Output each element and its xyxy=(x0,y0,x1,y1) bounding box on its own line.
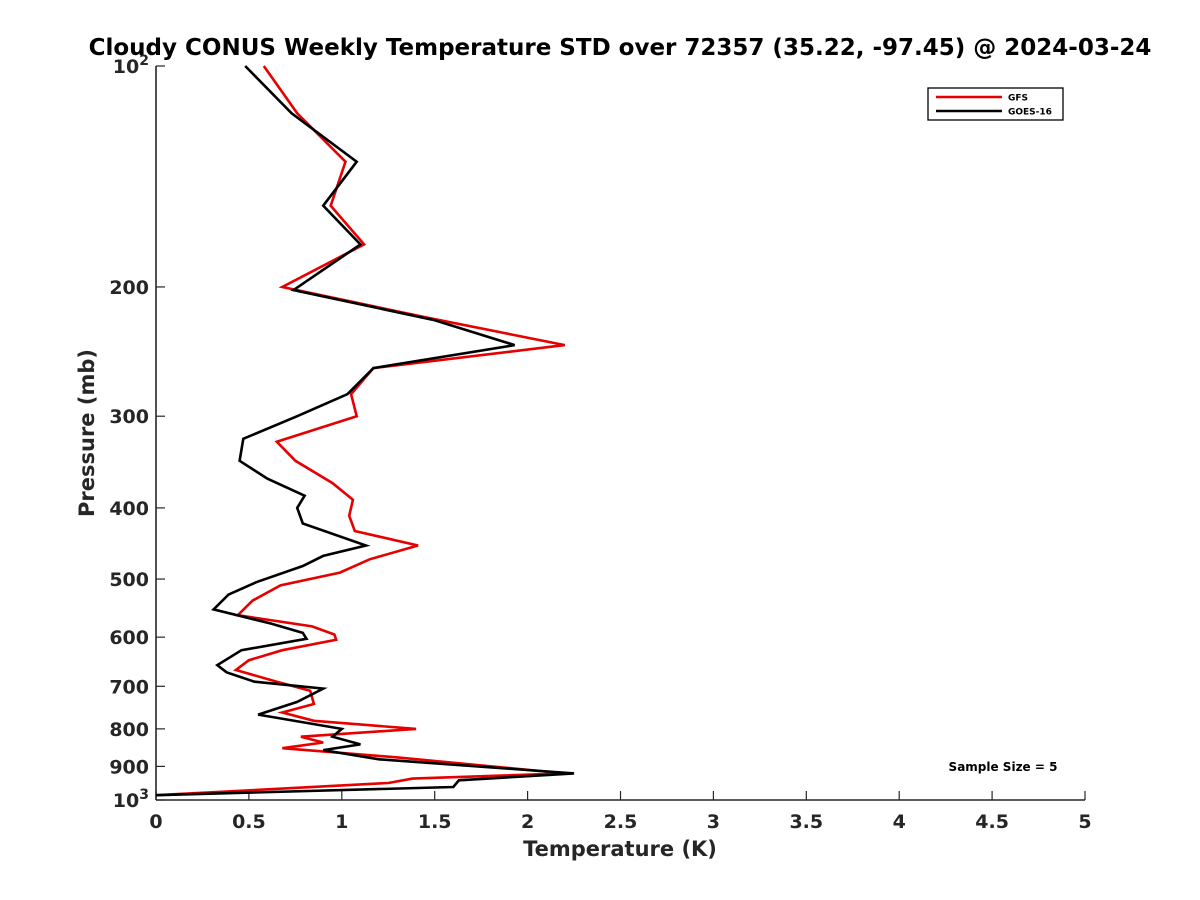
x-tick-label: 4 xyxy=(893,811,906,833)
chart-title: Cloudy CONUS Weekly Temperature STD over… xyxy=(89,35,1152,61)
data-lines xyxy=(155,65,575,797)
y-tick-label: 103 xyxy=(113,787,149,812)
y-tick-label: 102 xyxy=(113,53,149,78)
y-tick-label: 800 xyxy=(109,719,149,741)
x-tick-label: 3 xyxy=(707,811,720,833)
x-tick-label: 4.5 xyxy=(975,811,1009,833)
x-tick-label: 2 xyxy=(521,811,534,833)
legend-label: GOES-16 xyxy=(1008,108,1052,118)
x-tick-label: 0.5 xyxy=(232,811,266,833)
y-tick-label: 700 xyxy=(109,676,149,698)
y-tick-label: 600 xyxy=(109,627,149,649)
legend: GFS GOES-16 xyxy=(927,87,1064,121)
series-line-gfs xyxy=(155,65,566,797)
series-line-goes-16 xyxy=(155,65,575,797)
x-tick-label: 5 xyxy=(1078,811,1091,833)
x-axis-label: Temperature (K) xyxy=(523,837,717,861)
axes: 0 0.5 1 1.5 2 2.5 3 3.5 4 4.5 5 102 200 300 400 500 600 7… xyxy=(109,53,1091,833)
sample-size-annotation: Sample Size = 5 xyxy=(949,760,1058,774)
y-tick-label: 300 xyxy=(109,406,149,428)
x-tick-label: 3.5 xyxy=(789,811,823,833)
x-tick-label: 2.5 xyxy=(604,811,638,833)
x-tick-label: 1.5 xyxy=(418,811,452,833)
y-tick-label: 400 xyxy=(109,498,149,520)
x-tick-label: 1 xyxy=(335,811,348,833)
y-tick-label: 900 xyxy=(109,756,149,778)
legend-label: GFS xyxy=(1008,94,1028,104)
y-tick-label: 200 xyxy=(109,277,149,299)
y-axis-label: Pressure (mb) xyxy=(75,349,99,517)
legend-box xyxy=(927,87,1064,121)
x-tick-label: 0 xyxy=(149,811,162,833)
y-tick-label: 500 xyxy=(109,569,149,591)
